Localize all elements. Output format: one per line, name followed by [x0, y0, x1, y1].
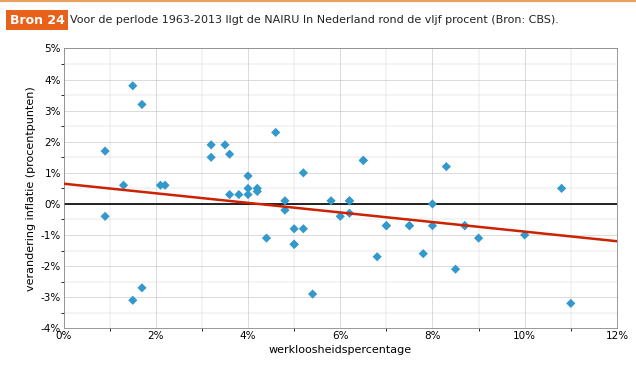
Point [566, 300, 576, 306]
Y-axis label: verandering inflatie (procentpunten): verandering inflatie (procentpunten) [27, 86, 36, 291]
Point [372, 254, 382, 260]
Point [427, 223, 438, 229]
Point [326, 198, 336, 204]
Point [460, 223, 470, 229]
Point [220, 142, 230, 148]
Point [206, 154, 216, 160]
Point [137, 101, 147, 107]
Point [137, 285, 147, 291]
Point [206, 142, 216, 148]
Point [358, 157, 368, 163]
Point [243, 192, 253, 198]
Point [243, 173, 253, 179]
Point [441, 164, 452, 170]
Point [289, 241, 300, 247]
Point [252, 185, 263, 191]
Point [418, 251, 429, 257]
Point [252, 188, 263, 194]
Point [128, 83, 138, 89]
Point [261, 235, 272, 241]
Point [556, 185, 567, 191]
Point [225, 192, 235, 198]
Text: Bron 24: Bron 24 [10, 14, 64, 26]
Point [271, 129, 281, 135]
Point [345, 210, 355, 216]
X-axis label: werkloosheidspercentage: werkloosheidspercentage [268, 345, 412, 355]
Point [160, 182, 170, 188]
Point [234, 192, 244, 198]
Point [280, 207, 290, 213]
Point [345, 198, 355, 204]
Point [404, 223, 415, 229]
Point [450, 266, 460, 272]
Point [473, 235, 484, 241]
Point [225, 151, 235, 157]
Point [520, 232, 530, 238]
Point [335, 213, 345, 219]
Point [382, 223, 392, 229]
Point [100, 148, 110, 154]
Point [382, 223, 392, 229]
Point [280, 198, 290, 204]
Point [358, 157, 368, 163]
Point [289, 241, 300, 247]
Point [404, 223, 415, 229]
Point [100, 213, 110, 219]
Point [289, 226, 300, 232]
Text: Voor de perlode 1963-2013 llgt de NAIRU In Nederland rond de vljf procent (Bron:: Voor de perlode 1963-2013 llgt de NAIRU … [70, 15, 559, 25]
Point [118, 182, 128, 188]
Point [460, 223, 470, 229]
Point [243, 185, 253, 191]
Point [427, 201, 438, 207]
Point [128, 297, 138, 303]
Point [155, 182, 165, 188]
Point [345, 198, 355, 204]
Point [298, 226, 308, 232]
Point [308, 291, 318, 297]
Point [298, 170, 308, 176]
